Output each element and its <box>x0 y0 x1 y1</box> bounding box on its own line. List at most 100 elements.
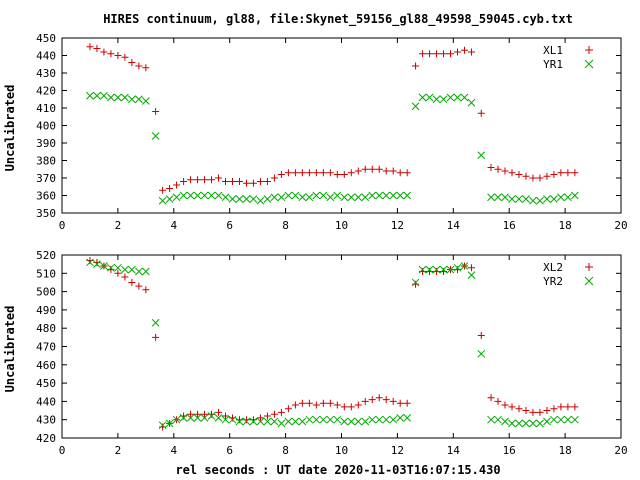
data-point <box>256 178 264 185</box>
data-point <box>180 178 188 185</box>
data-point <box>411 102 420 111</box>
data-point <box>467 271 476 279</box>
y-tick-label: 430 <box>36 414 56 427</box>
data-point <box>228 195 237 203</box>
series-XL2 <box>86 256 579 431</box>
data-point <box>194 176 202 184</box>
data-point <box>135 62 143 70</box>
data-point <box>114 269 122 277</box>
data-point <box>550 415 558 424</box>
x-tick-label: 6 <box>226 219 233 232</box>
data-point <box>522 172 530 180</box>
data-point <box>173 181 181 189</box>
data-point <box>515 171 523 178</box>
x-tick-label: 10 <box>335 444 348 457</box>
data-point <box>543 417 551 426</box>
plot-frame <box>61 254 622 439</box>
data-point <box>447 50 455 58</box>
data-point <box>487 415 495 424</box>
data-point <box>270 417 279 426</box>
legend-marker <box>585 46 593 54</box>
data-point <box>141 267 150 276</box>
data-point <box>501 167 509 175</box>
data-point <box>121 273 129 281</box>
x-tick-label: 14 <box>447 219 461 232</box>
data-point <box>142 286 150 294</box>
x-axis-label: rel seconds : UT date 2020-11-03T16:07:1… <box>175 463 500 477</box>
data-point <box>515 405 523 413</box>
data-point <box>235 195 244 203</box>
data-point <box>453 263 462 272</box>
x-tick-label: 18 <box>558 219 571 232</box>
data-point <box>333 171 341 178</box>
data-point <box>529 408 537 416</box>
data-point <box>193 414 202 422</box>
y-tick-label: 460 <box>36 359 56 372</box>
data-point <box>550 195 558 203</box>
data-point <box>522 195 530 203</box>
data-point <box>354 401 362 409</box>
data-point <box>135 267 143 276</box>
data-point <box>460 46 468 54</box>
data-point <box>158 421 167 430</box>
data-point <box>460 262 469 270</box>
data-point <box>550 405 558 413</box>
data-point <box>114 52 122 59</box>
data-point <box>467 98 476 107</box>
data-point <box>501 193 509 202</box>
data-point <box>340 417 349 426</box>
data-point <box>494 415 502 424</box>
data-point <box>214 414 223 422</box>
data-point <box>86 258 94 267</box>
data-point <box>242 195 251 203</box>
data-point <box>439 95 448 104</box>
data-point <box>419 50 427 58</box>
y-axis-label-top: Uncalibrated <box>3 85 17 172</box>
data-point <box>529 196 537 205</box>
data-point <box>361 417 370 426</box>
data-point <box>361 397 369 405</box>
data-point <box>432 265 441 274</box>
data-point <box>515 419 523 428</box>
data-point <box>121 265 129 274</box>
data-point <box>354 193 363 202</box>
data-point <box>228 415 237 424</box>
data-point <box>305 169 313 177</box>
data-point <box>242 179 250 187</box>
data-point <box>135 95 143 104</box>
data-point <box>128 265 136 274</box>
data-point <box>403 191 412 200</box>
data-point <box>298 399 306 407</box>
data-point <box>426 50 434 58</box>
chart-title: HIRES continuum, gl88, file:Skynet_59156… <box>103 12 573 27</box>
x-tick-label: 12 <box>391 444 404 457</box>
y-tick-label: 360 <box>36 190 56 203</box>
data-point <box>411 278 420 287</box>
data-point <box>382 415 391 424</box>
data-point <box>135 282 143 290</box>
data-point <box>235 178 243 185</box>
data-point <box>187 410 195 418</box>
data-point <box>396 414 405 422</box>
data-point <box>550 171 558 178</box>
data-point <box>270 410 278 418</box>
data-point <box>557 403 565 411</box>
data-point <box>487 193 495 202</box>
y-tick-label: 510 <box>36 267 56 280</box>
x-tick-label: 2 <box>115 219 122 232</box>
data-point <box>536 174 544 182</box>
data-point <box>347 403 355 411</box>
data-point <box>152 108 160 115</box>
y-tick-label: 520 <box>36 249 56 262</box>
data-point <box>467 48 475 56</box>
bottom-panel: 0 2 4 6 8 10 12 14 16 18 20 420 430 440 450 460 470 480 49… <box>36 249 628 457</box>
data-point <box>270 174 278 182</box>
data-point <box>403 399 411 407</box>
data-point <box>326 169 334 177</box>
y-tick-label: 500 <box>36 286 56 299</box>
data-point <box>375 394 383 402</box>
data-point <box>284 169 292 177</box>
legend-marker <box>584 59 594 69</box>
data-point <box>564 169 572 177</box>
data-point <box>107 50 115 58</box>
